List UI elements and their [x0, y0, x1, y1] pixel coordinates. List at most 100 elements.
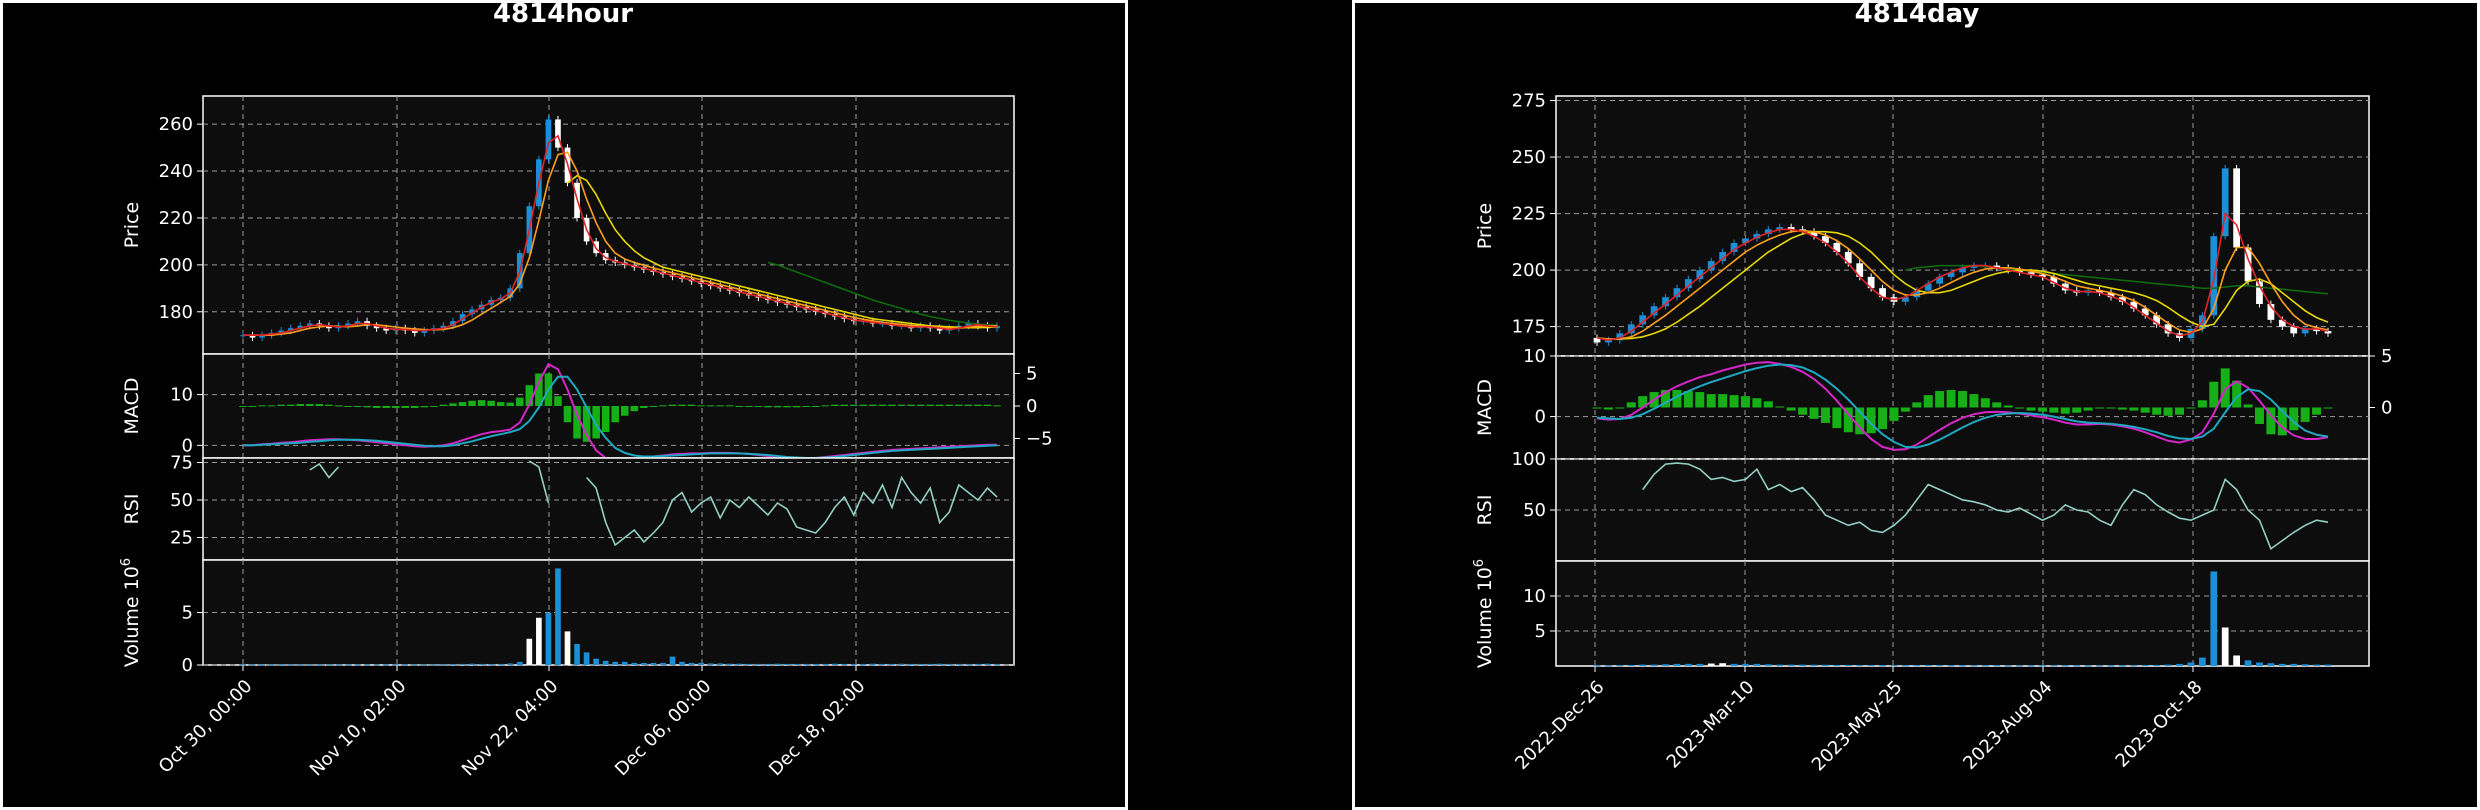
day-candle-13: [1742, 238, 1749, 243]
hour-macd-hist-bar-50: [716, 405, 724, 407]
hour-macd-hist-bar-14: [372, 406, 381, 408]
day-candle-50: [2164, 324, 2172, 334]
hour-macd-hist-bar-2: [258, 405, 266, 407]
day-macd-hist-bar-23: [1855, 407, 1865, 435]
day-macd-hist-bar-58: [2254, 407, 2264, 424]
hour-volume-bar-34: [564, 631, 571, 665]
day-candle-58: [2256, 281, 2263, 304]
day-candle-4: [1639, 315, 1647, 325]
hour-chart: 180200220240260Price010MACD50−5255075RSI…: [119, 95, 1053, 781]
hour-macd-hist-bar-73: [935, 404, 944, 406]
day-macd-hist-bar-25: [1878, 407, 1888, 430]
hour-xtick-label-2: Nov 22, 04:00: [458, 676, 563, 781]
hour-macd-hist-bar-16: [391, 406, 400, 408]
day-candle-15: [1764, 229, 1772, 234]
day-candle-2: [1616, 333, 1624, 341]
hour-price-tick-label-2: 220: [159, 208, 193, 229]
day-macd-hist-bar-43: [2083, 407, 2093, 411]
hour-volume-bar-42: [641, 662, 647, 665]
day-candle-35: [1993, 265, 2001, 268]
hour-volume-bar-8: [316, 664, 323, 666]
hour-chart-title: 4814hour: [493, 0, 633, 29]
day-volume-bar-41: [2061, 665, 2069, 667]
hour-volume-bar-43: [650, 662, 657, 665]
day-candle-44: [2096, 290, 2103, 293]
day-volume-bar-14: [1753, 663, 1761, 666]
hour-volume-bar-31: [536, 617, 542, 665]
day-candle-47: [2130, 301, 2138, 309]
day-macd-hist-bar-3: [1626, 402, 1636, 408]
day-volume-bar-57: [2244, 660, 2252, 666]
day-candle-10: [1707, 261, 1715, 271]
day-candle-20: [1822, 236, 1829, 243]
day-vol-tick-label-0: 5: [1535, 621, 1546, 642]
hour-volume-bar-4: [278, 664, 285, 666]
day-candle-12: [1730, 242, 1738, 252]
day-volume-bar-0: [1593, 665, 1601, 667]
hour-macd-hist-bar-3: [267, 405, 276, 407]
day-volume-bar-50: [2164, 664, 2172, 666]
day-candle-46: [2119, 297, 2126, 302]
day-macd-hist-bar-47: [2129, 407, 2139, 411]
day-price-ylabel: Price: [1474, 203, 1496, 249]
hour-volume-bar-73: [936, 663, 943, 665]
hour-rsi-pane: [202, 457, 1015, 561]
day-macd-hist-bar-26: [1889, 407, 1899, 421]
day-candle-9: [1696, 270, 1704, 280]
day-candle-25: [1879, 288, 1886, 298]
day-volume-bar-9: [1696, 663, 1704, 666]
day-macd-right-tick-label-0: 5: [2381, 346, 2392, 367]
day-macd-hist-bar-32: [1958, 391, 1967, 408]
day-volume-bar-3: [1627, 664, 1635, 666]
hour-volume-bar-10: [335, 664, 342, 666]
hour-vol-multiplier: 10: [121, 566, 143, 590]
day-macd-hist-bar-7: [1672, 389, 1682, 408]
hour-candle-11: [345, 323, 351, 326]
hour-rsi-line: [309, 460, 998, 547]
hour-volume-bar-74: [946, 663, 953, 665]
day-volume-bar-61: [2290, 663, 2298, 666]
day-vol-tick-label-1: 10: [1523, 586, 1546, 607]
hour-macd-hist-bar-70: [907, 404, 915, 406]
hour-volume-bar-11: [345, 664, 351, 666]
day-macd-right-tick-label-1: 0: [2381, 398, 2392, 419]
hour-macd-hist-bar-33: [554, 396, 562, 406]
hour-volume-bar-29: [516, 661, 523, 665]
hour-volume-bar-64: [851, 663, 857, 665]
day-macd-hist-bar-60: [2277, 407, 2287, 436]
hour-macd-hist-bar-76: [964, 404, 973, 406]
day-rsi-tick-label-0: 50: [1523, 500, 1546, 521]
day-macd-tick-label-1: 10: [1523, 346, 1546, 367]
hour-macd-hist-bar-11: [344, 406, 352, 407]
hour-rsi-tick-label-0: 25: [170, 528, 193, 549]
hour-volume-bar-2: [259, 664, 265, 666]
day-candle-30: [1936, 276, 1944, 284]
hour-volume-bar-62: [831, 663, 838, 665]
day-volume-bar-35: [1993, 665, 2001, 667]
hour-macd-hist-bar-64: [850, 404, 858, 406]
hour-candle-32: [545, 119, 552, 160]
hour-ma-200-line: [767, 261, 998, 326]
day-price-tick-label-4: 275: [1512, 91, 1546, 112]
hour-macd-hist-bar-79: [993, 405, 1001, 407]
hour-macd-hist-bar-30: [525, 385, 534, 406]
hour-macd-hist-bar-57: [783, 406, 791, 408]
day-volume-bar-55: [2221, 627, 2229, 666]
hour-volume-bar-49: [707, 663, 714, 665]
day-candle-3: [1627, 324, 1635, 334]
day-xtick-label-0: 2022-Dec-26: [1511, 677, 1608, 774]
day-volume-bar-21: [1833, 664, 1841, 666]
day-candle-16: [1776, 227, 1784, 230]
day-macd-hist-bar-49: [2152, 407, 2162, 415]
day-candle-7: [1673, 288, 1681, 298]
day-volume-bar-54: [2210, 571, 2218, 666]
day-macd-hist-bar-34: [1980, 398, 1990, 408]
hour-macd-hist-bar-69: [897, 404, 906, 406]
day-volume-bar-12: [1730, 663, 1738, 666]
day-volume-bar-59: [2267, 663, 2275, 666]
hour-macd-hist-bar-28: [506, 402, 515, 406]
day-macd-hist-bar-27: [1900, 407, 1910, 412]
hour-macd-hist-bar-1: [248, 406, 257, 407]
hour-rsi-ylabel: RSI: [121, 494, 143, 525]
hour-macd-hist-bar-78: [983, 404, 992, 406]
